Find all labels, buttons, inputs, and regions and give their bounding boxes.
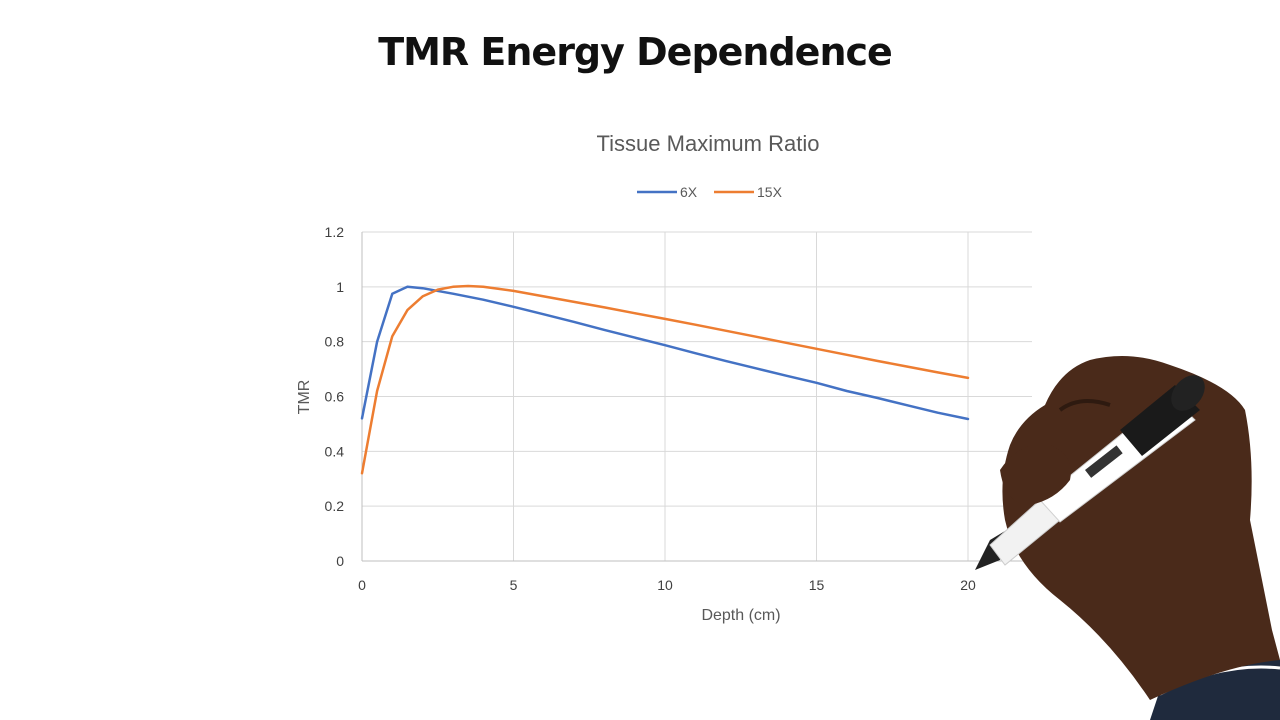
- chart-series: [360, 284, 970, 475]
- marker-icon: [975, 375, 1205, 570]
- legend-label-15x: 15X: [757, 184, 783, 200]
- x-tick-label: 0: [358, 577, 366, 593]
- y-tick-label: 0.2: [325, 498, 345, 514]
- x-axis-label: Depth (cm): [701, 607, 780, 624]
- chart-title: Tissue Maximum Ratio: [597, 131, 820, 156]
- y-tick-label: 1: [336, 279, 344, 295]
- y-tick-label: 0.4: [325, 443, 345, 459]
- series-line-6x: [360, 285, 970, 421]
- legend-label-6x: 6X: [680, 184, 698, 200]
- y-tick-label: 0.6: [325, 389, 345, 405]
- x-tick-label: 10: [657, 577, 673, 593]
- x-tick-label: 5: [510, 577, 518, 593]
- y-tick-label: 0.8: [325, 334, 345, 350]
- chart-legend: 6X 15X: [637, 184, 783, 200]
- y-axis-label: TMR: [296, 380, 313, 415]
- chart-axes: 0 0.2 0.4 0.6 0.8 1 1.2 0 5 10 15 20: [325, 224, 1032, 593]
- x-tick-label: 15: [809, 577, 825, 593]
- y-tick-label: 0: [336, 553, 344, 569]
- chart-grid: [362, 231, 1032, 561]
- y-tick-label: 1.2: [325, 224, 345, 240]
- slide-title: TMR Energy Dependence: [378, 30, 893, 74]
- x-tick-label: 20: [960, 577, 976, 593]
- series-line-15x: [360, 284, 970, 475]
- sleeve-icon: [1150, 659, 1280, 720]
- hand-icon: [1002, 356, 1280, 700]
